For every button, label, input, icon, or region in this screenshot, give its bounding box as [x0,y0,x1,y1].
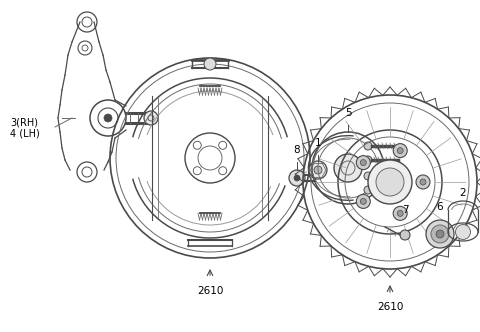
Text: 5: 5 [345,108,351,118]
Circle shape [364,172,372,180]
Circle shape [204,58,216,70]
Circle shape [400,230,410,240]
Circle shape [364,156,372,164]
Circle shape [368,160,412,204]
Text: 7: 7 [402,205,408,215]
Circle shape [436,230,444,238]
Circle shape [420,179,426,185]
Text: 4 (LH): 4 (LH) [10,128,40,138]
Circle shape [376,168,404,196]
Text: 1: 1 [315,138,321,148]
Text: 8: 8 [294,145,300,155]
Circle shape [393,207,407,220]
Text: 2: 2 [460,188,466,198]
Text: 6: 6 [437,202,444,212]
Circle shape [360,199,366,205]
Circle shape [309,161,327,179]
Circle shape [456,224,470,239]
Circle shape [356,195,370,208]
Circle shape [144,111,158,125]
Circle shape [431,225,449,243]
Circle shape [393,144,407,158]
Circle shape [289,170,305,186]
Circle shape [314,166,322,174]
Circle shape [426,220,454,248]
Circle shape [294,175,300,181]
Circle shape [416,175,430,189]
Circle shape [364,186,372,194]
Circle shape [356,156,370,170]
Circle shape [364,142,372,150]
Text: 3(RH): 3(RH) [10,117,38,127]
Circle shape [360,160,366,166]
Text: 2610: 2610 [197,286,223,296]
Text: 2610: 2610 [377,302,403,312]
Circle shape [397,148,403,154]
Circle shape [334,154,362,182]
Circle shape [104,114,112,122]
Circle shape [397,210,403,216]
